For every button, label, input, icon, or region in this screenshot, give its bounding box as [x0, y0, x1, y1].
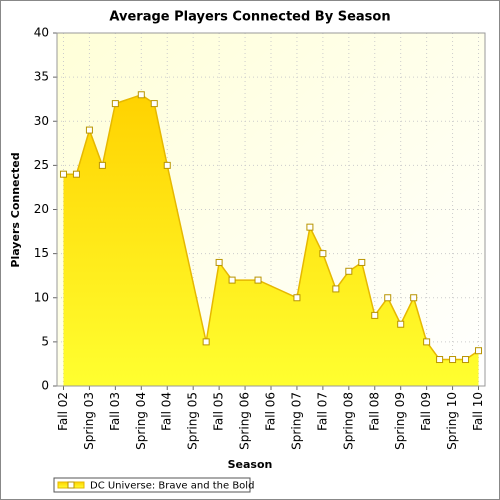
x-tick-label: Fall 03: [108, 392, 122, 431]
x-tick-label: Spring 07: [289, 392, 303, 450]
legend-marker: [67, 481, 75, 489]
marker: [137, 91, 145, 99]
x-tick-label: Fall 08: [367, 392, 381, 431]
x-tick-label: Fall 06: [264, 392, 278, 431]
marker: [306, 223, 314, 231]
marker: [358, 258, 366, 266]
y-tick-label: 25: [34, 158, 49, 172]
marker: [384, 294, 392, 302]
x-tick-label: Spring 06: [238, 392, 252, 450]
x-axis-label: Season: [228, 458, 273, 471]
marker: [254, 276, 262, 284]
marker: [85, 126, 93, 134]
marker: [293, 294, 301, 302]
x-tick-label: Spring 04: [134, 392, 148, 450]
x-tick-label: Spring 05: [186, 392, 200, 450]
y-tick-label: 10: [34, 290, 49, 304]
marker: [397, 320, 405, 328]
marker: [163, 161, 171, 169]
x-tick-label: Fall 07: [315, 392, 329, 431]
marker: [332, 285, 340, 293]
marker: [462, 356, 470, 364]
marker: [59, 170, 67, 178]
x-tick-label: Fall 04: [160, 392, 174, 431]
y-tick-label: 35: [34, 70, 49, 84]
legend-label: DC Universe: Brave and the Bold: [90, 481, 254, 492]
x-tick-label: Spring 09: [393, 392, 407, 450]
marker: [449, 356, 457, 364]
y-tick-label: 5: [41, 334, 49, 348]
y-axis-label: Players Connected: [9, 152, 22, 267]
marker: [98, 161, 106, 169]
marker: [423, 338, 431, 346]
x-tick-label: Fall 05: [212, 392, 226, 431]
y-tick-label: 15: [34, 246, 49, 260]
x-tick-label: Spring 08: [341, 392, 355, 450]
x-tick-label: Fall 02: [56, 392, 70, 431]
plot-border: [56, 32, 486, 387]
chart-title: Average Players Connected By Season: [109, 10, 390, 25]
marker: [202, 338, 210, 346]
x-tick-label: Spring 10: [445, 392, 459, 450]
x-tick-label: Fall 10: [471, 392, 485, 431]
y-tick-label: 30: [34, 114, 49, 128]
marker: [345, 267, 353, 275]
marker: [215, 258, 223, 266]
y-tick-label: 0: [41, 379, 49, 393]
legend: [53, 477, 251, 493]
marker: [228, 276, 236, 284]
marker: [371, 311, 379, 319]
marker: [475, 347, 483, 355]
marker: [111, 100, 119, 108]
marker: [410, 294, 418, 302]
marker: [150, 100, 158, 108]
marker: [72, 170, 80, 178]
x-tick-label: Fall 09: [419, 392, 433, 431]
x-tick-label: Spring 03: [82, 392, 96, 450]
y-tick-label: 40: [34, 26, 49, 40]
marker: [436, 356, 444, 364]
y-tick-label: 20: [34, 202, 49, 216]
marker: [319, 250, 327, 258]
